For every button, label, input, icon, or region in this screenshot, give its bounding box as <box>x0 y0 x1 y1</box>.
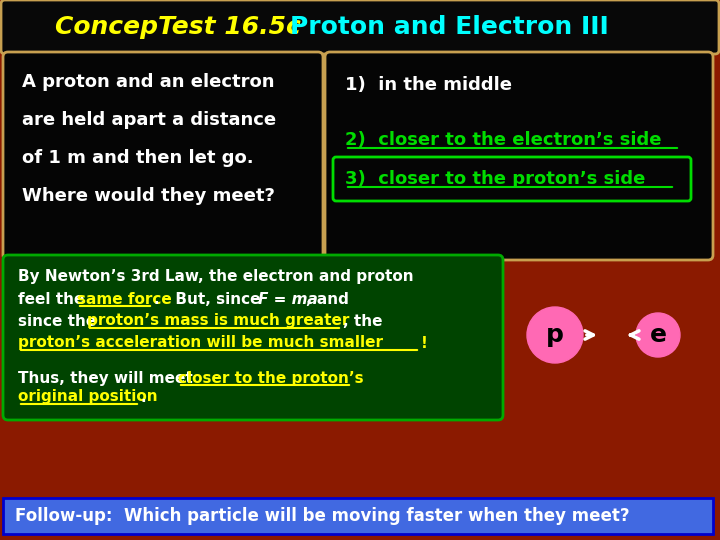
Text: closer to the proton’s: closer to the proton’s <box>178 370 364 386</box>
Text: Follow-up:  Which particle will be moving faster when they meet?: Follow-up: Which particle will be moving… <box>15 507 629 525</box>
Text: e: e <box>649 323 667 347</box>
Text: p: p <box>546 323 564 347</box>
Text: By Newton’s 3rd Law, the electron and proton: By Newton’s 3rd Law, the electron and pr… <box>18 269 413 285</box>
FancyBboxPatch shape <box>1 0 719 54</box>
Text: Proton and Electron III: Proton and Electron III <box>290 15 608 39</box>
Text: 1)  in the middle: 1) in the middle <box>345 76 512 94</box>
FancyBboxPatch shape <box>3 498 713 534</box>
Text: Thus, they will meet: Thus, they will meet <box>18 370 198 386</box>
Text: Where would they meet?: Where would they meet? <box>22 187 275 205</box>
Text: since the: since the <box>18 314 102 328</box>
FancyBboxPatch shape <box>3 255 503 420</box>
Text: of 1 m and then let go.: of 1 m and then let go. <box>22 149 253 167</box>
Text: 2)  closer to the electron’s side: 2) closer to the electron’s side <box>345 131 662 149</box>
Text: original position: original position <box>18 389 158 404</box>
Text: , the: , the <box>343 314 382 328</box>
Text: proton’s mass is much greater: proton’s mass is much greater <box>87 314 349 328</box>
FancyBboxPatch shape <box>3 52 323 260</box>
FancyBboxPatch shape <box>325 52 713 260</box>
Text: 3)  closer to the proton’s side: 3) closer to the proton’s side <box>345 170 645 188</box>
Text: !: ! <box>421 335 428 350</box>
Circle shape <box>527 307 583 363</box>
Text: , and: , and <box>306 292 349 307</box>
Text: F = ma: F = ma <box>258 292 318 307</box>
Text: proton’s acceleration will be much smaller: proton’s acceleration will be much small… <box>18 335 383 350</box>
Text: are held apart a distance: are held apart a distance <box>22 111 276 129</box>
Circle shape <box>636 313 680 357</box>
Text: A proton and an electron: A proton and an electron <box>22 73 274 91</box>
Text: same force: same force <box>77 292 172 307</box>
Text: ConcepTest 16.5c: ConcepTest 16.5c <box>55 15 301 39</box>
Text: .   But, since: . But, since <box>154 292 266 307</box>
Text: feel the: feel the <box>18 292 89 307</box>
Text: .: . <box>141 389 147 404</box>
